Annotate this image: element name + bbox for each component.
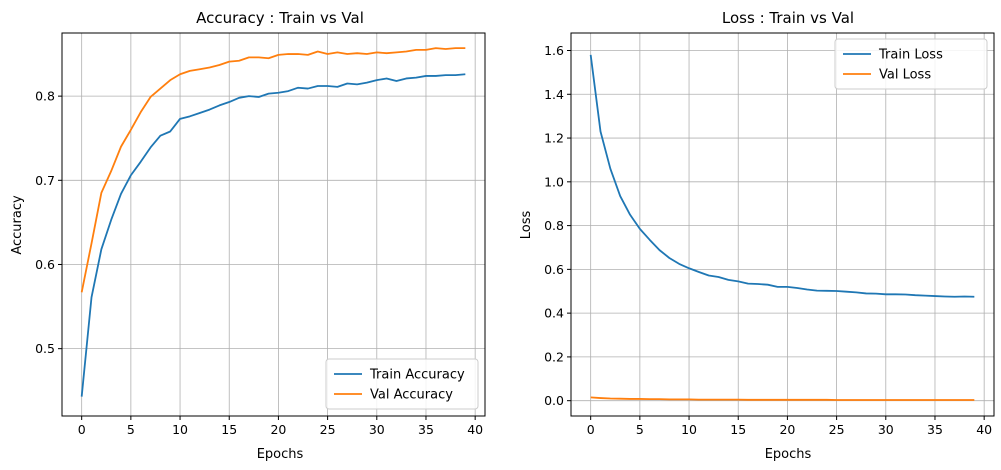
legend-box (325, 358, 479, 410)
x-tick-label: 25 (320, 422, 336, 437)
x-tick-label: 5 (127, 422, 135, 437)
series-line-train-loss (589, 54, 975, 298)
legend-label: Train Accuracy (369, 368, 465, 383)
x-tick-label: 40 (467, 422, 483, 437)
loss-chart: Loss : Train vs Val Epochs Loss 0 5 10 15 20… (519, 9, 995, 462)
x-tick-label: 40 (976, 422, 992, 437)
x-tick-label: 30 (369, 422, 385, 437)
y-tick-label: 1.4 (544, 87, 564, 102)
y-tick-label: 0.0 (544, 393, 564, 408)
x-tick-label: 15 (221, 422, 237, 437)
x-tick-label: 10 (172, 422, 188, 437)
series-line-val-accuracy (80, 47, 466, 293)
plot-frame (61, 32, 486, 417)
x-tick-label: 5 (636, 422, 644, 437)
x-tick-label: 30 (878, 422, 894, 437)
legend-label: Train Loss (878, 48, 943, 63)
series-line-train-accuracy (80, 73, 466, 397)
accuracy-chart: Accuracy : Train vs Val Epochs Accuracy … (10, 9, 486, 462)
y-tick-label: 0.6 (544, 262, 564, 277)
x-axis-label: Epochs (765, 447, 812, 462)
x-tick-label: 0 (78, 422, 86, 437)
y-tick-label: 1.0 (544, 174, 564, 189)
chart-title: Accuracy : Train vs Val (196, 9, 364, 27)
y-tick-label: 0.5 (35, 341, 55, 356)
y-tick-label: 0.6 (35, 257, 55, 272)
x-tick-label: 0 (587, 422, 595, 437)
x-tick-label: 10 (681, 422, 697, 437)
y-tick-label: 0.2 (544, 349, 564, 364)
x-tick-label: 35 (927, 422, 943, 437)
x-tick-label: 20 (779, 422, 795, 437)
chart-title: Loss : Train vs Val (722, 9, 854, 27)
x-axis-label: Epochs (257, 447, 304, 462)
plot-frame (570, 32, 995, 417)
y-tick-label: 1.2 (544, 131, 564, 146)
legend-label: Val Accuracy (370, 388, 453, 403)
series-line-val-loss (590, 396, 975, 401)
y-axis-label: Loss (519, 211, 534, 240)
x-tick-label: 20 (270, 422, 286, 437)
x-tick-label: 25 (829, 422, 845, 437)
x-tick-label: 35 (418, 422, 434, 437)
y-tick-label: 1.6 (544, 43, 564, 58)
legend-box (834, 38, 988, 90)
y-axis-label: Accuracy (10, 195, 25, 255)
y-tick-label: 0.7 (35, 173, 55, 188)
y-tick-label: 0.4 (544, 306, 564, 321)
y-tick-label: 0.8 (544, 218, 564, 233)
x-tick-label: 15 (730, 422, 746, 437)
legend-label: Val Loss (879, 68, 931, 83)
legend: Train Accuracy Val Accuracy (325, 358, 479, 410)
legend: Train Loss Val Loss (834, 38, 988, 90)
y-tick-label: 0.8 (35, 89, 55, 104)
